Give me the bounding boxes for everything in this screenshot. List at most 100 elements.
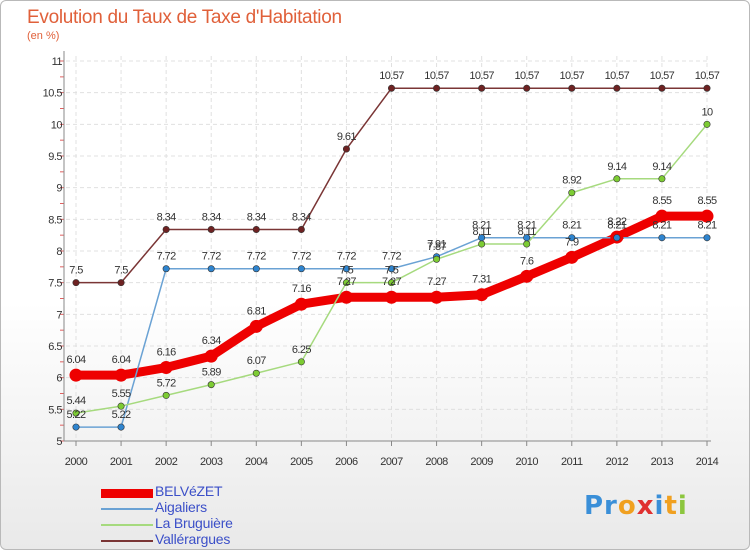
- data-label-1: 8.21: [472, 220, 491, 232]
- y-tick-label: 9.5: [48, 151, 62, 163]
- data-label-2: 7.5: [340, 265, 354, 277]
- data-label-1: 7.72: [247, 251, 266, 263]
- series-point-1: [72, 423, 80, 431]
- data-label-1: 7.72: [382, 251, 401, 263]
- legend-label: La Bruguière: [155, 515, 233, 531]
- data-label-1: 5.22: [66, 409, 85, 421]
- grid: [66, 56, 709, 442]
- data-label-2: 7.87: [427, 241, 446, 253]
- y-tick-label: 5.5: [48, 404, 62, 416]
- series-point-3: [387, 84, 395, 92]
- data-label-3: 10.57: [424, 70, 449, 82]
- x-tick-label: 2005: [290, 456, 313, 468]
- data-label-3: 7.5: [69, 265, 83, 277]
- series-point-2: [162, 391, 170, 399]
- x-tick-label: 2014: [696, 456, 719, 468]
- data-label-2: 6.07: [247, 355, 266, 367]
- data-label-1: 7.72: [202, 251, 221, 263]
- logo-letter: x: [636, 491, 655, 521]
- series-point-3: [72, 279, 80, 287]
- x-tick-label: 2009: [470, 456, 493, 468]
- data-label-3: 8.34: [247, 211, 266, 223]
- data-label-2: 8.11: [518, 226, 537, 238]
- y-tick-label: 5: [56, 436, 62, 448]
- proxiti-logo: Proxiti: [584, 491, 688, 521]
- data-label-2: 5.44: [66, 395, 85, 407]
- y-tick-label: 10.5: [43, 88, 63, 100]
- series-point-1: [117, 423, 125, 431]
- y-tick-label: 6: [56, 373, 62, 385]
- series-point-3: [478, 84, 486, 92]
- data-label-2: 5.72: [157, 377, 176, 389]
- series-point-0: [520, 269, 534, 283]
- x-tick-label: 2000: [65, 456, 88, 468]
- data-label-0: 8.55: [697, 195, 716, 207]
- data-label-0: 6.34: [202, 335, 221, 347]
- y-tick-label: 6.5: [48, 341, 62, 353]
- logo-letter: i: [677, 491, 688, 521]
- series-point-2: [297, 358, 305, 366]
- data-label-0: 7.6: [520, 255, 534, 267]
- series-point-0: [700, 209, 714, 223]
- series-point-1: [703, 234, 711, 242]
- data-label-0: 7.9: [565, 236, 579, 248]
- data-label-3: 8.34: [202, 211, 221, 223]
- series-points: [69, 84, 714, 431]
- data-label-0: 8.55: [652, 195, 671, 207]
- axes: [60, 51, 711, 446]
- y-tick-label: 10: [51, 119, 63, 131]
- series-point-3: [523, 84, 531, 92]
- chart-title: Evolution du Taux de Taxe d'Habitation: [27, 7, 342, 28]
- series-point-0: [69, 368, 83, 382]
- series-point-1: [658, 234, 666, 242]
- series-point-2: [207, 381, 215, 389]
- x-tick-label: 2013: [651, 456, 674, 468]
- data-label-1: 8.21: [607, 220, 626, 232]
- data-label-1: 8.21: [697, 220, 716, 232]
- data-label-0: 6.04: [112, 354, 131, 366]
- x-tick-label: 2001: [110, 456, 133, 468]
- legend-label: BELVéZET: [155, 483, 223, 499]
- chart-subtitle: (en %): [27, 30, 60, 42]
- series-point-0: [339, 290, 353, 304]
- series-point-1: [568, 234, 576, 242]
- series-point-2: [342, 279, 350, 287]
- series-point-0: [385, 290, 398, 304]
- y-tick-label: 11: [52, 56, 63, 68]
- x-tick-label: 2007: [380, 456, 403, 468]
- series-point-1: [613, 234, 621, 242]
- data-label-3: 10.57: [469, 70, 494, 82]
- data-label-2: 5.89: [202, 367, 221, 379]
- data-label-1: 7.72: [337, 251, 356, 263]
- logo-letter: t: [664, 491, 678, 521]
- series-point-1: [207, 265, 215, 273]
- series-point-1: [297, 265, 305, 273]
- x-tick-label: 2004: [245, 456, 268, 468]
- series-point-3: [117, 279, 125, 287]
- series-point-2: [252, 369, 260, 377]
- series-point-0: [655, 209, 669, 223]
- data-label-0: 7.27: [427, 276, 446, 288]
- data-label-0: 7.16: [292, 283, 311, 295]
- data-label-1: 8.21: [652, 220, 671, 232]
- series-point-2: [568, 189, 576, 197]
- data-label-2: 6.25: [292, 344, 311, 356]
- data-label-0: 7.27: [382, 276, 401, 288]
- data-label-2: 8.11: [473, 226, 492, 238]
- series-point-2: [478, 240, 486, 248]
- y-tick-label: 7: [56, 309, 62, 321]
- y-tick-label: 8.5: [48, 214, 62, 226]
- data-label-0: 7.31: [472, 274, 491, 286]
- y-tick-label: 7.5: [48, 278, 62, 290]
- series-point-0: [475, 288, 489, 302]
- data-label-3: 8.34: [292, 211, 311, 223]
- series-point-3: [433, 84, 441, 92]
- tick-labels: 5 5.5 6 6.5 7 7.5 8 8.5 9 9.5 10 10.5 11 2000 2001 2002…: [43, 56, 720, 468]
- data-label-2: 9.14: [652, 161, 671, 173]
- legend-label: Vallérargues: [155, 531, 231, 547]
- data-label-2: 7.5: [385, 265, 399, 277]
- x-tick-label: 2008: [425, 456, 448, 468]
- data-label-3: 10.57: [560, 70, 585, 82]
